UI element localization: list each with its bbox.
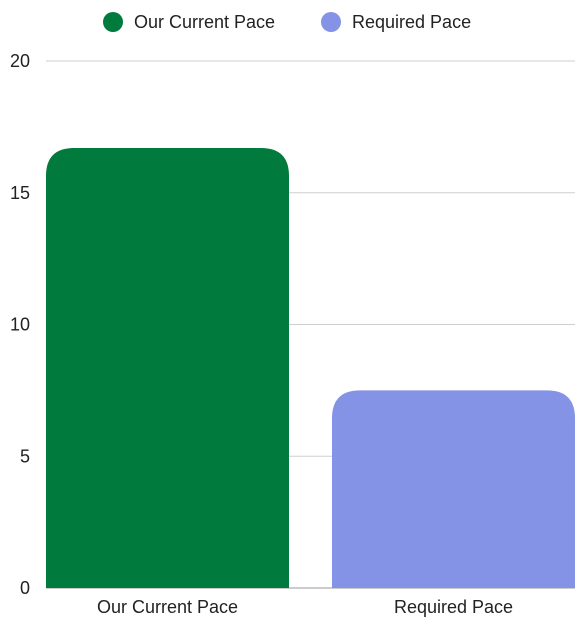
- y-tick-label: 0: [20, 578, 30, 598]
- x-axis-category-labels: Our Current Pace Required Pace: [97, 597, 513, 617]
- x-category-label: Required Pace: [394, 597, 513, 617]
- legend-label: Our Current Pace: [134, 12, 275, 32]
- x-category-label: Our Current Pace: [97, 597, 238, 617]
- y-tick-label: 15: [10, 183, 30, 203]
- legend: Our Current Pace Required Pace: [103, 12, 471, 32]
- bars: [46, 147, 575, 588]
- y-tick-label: 5: [20, 446, 30, 466]
- bar-our-current-pace: [46, 147, 289, 588]
- y-tick-label: 10: [10, 315, 30, 335]
- y-tick-label: 20: [10, 51, 30, 71]
- bar-required-pace: [332, 390, 575, 588]
- legend-label: Required Pace: [352, 12, 471, 32]
- legend-swatch: [321, 12, 341, 32]
- legend-swatch: [103, 12, 123, 32]
- y-axis-ticks: 0 5 10 15 20: [10, 51, 30, 598]
